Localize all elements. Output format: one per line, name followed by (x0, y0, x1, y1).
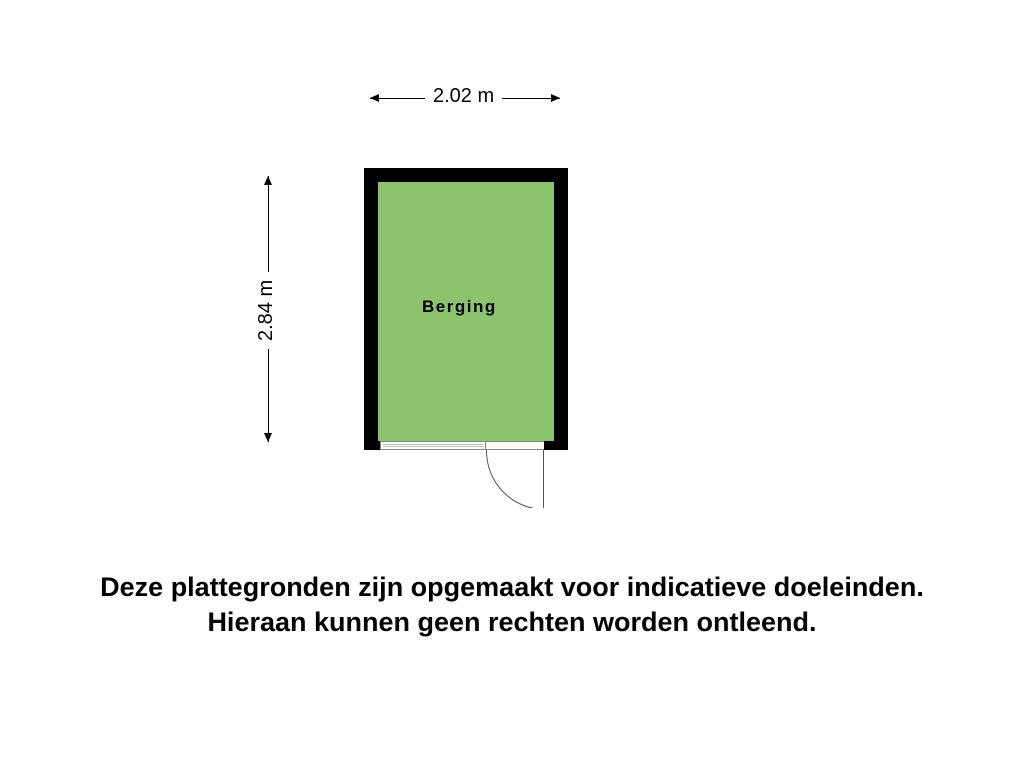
sill-detail-line (383, 446, 483, 447)
floorplan-canvas: Berging 2.02 m 2.84 m Deze plattegronden… (0, 0, 1024, 768)
sill-detail-line (383, 444, 483, 445)
dimension-height-label: 2.84 m (255, 272, 278, 349)
dimension-arrow (551, 94, 560, 102)
dimension-arrow (264, 433, 272, 442)
disclaimer-line1: Deze plattegronden zijn opgemaakt voor i… (100, 572, 924, 602)
door-opening (486, 441, 544, 450)
dimension-width-label: 2.02 m (425, 85, 502, 108)
dimension-arrow (264, 176, 272, 185)
disclaimer-text: Deze plattegronden zijn opgemaakt voor i… (0, 570, 1024, 640)
room-label: Berging (422, 297, 497, 317)
dimension-arrow (370, 94, 379, 102)
door-arc (486, 450, 544, 508)
disclaimer-line2: Hieraan kunnen geen rechten worden ontle… (207, 607, 816, 637)
window-sill (380, 441, 486, 450)
